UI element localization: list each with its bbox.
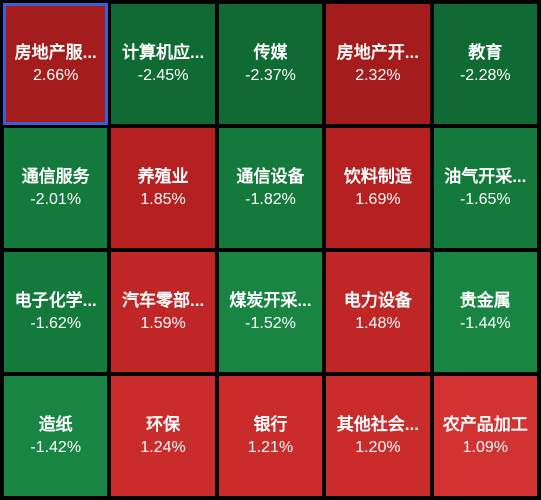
- cell-value: 2.32%: [355, 66, 400, 85]
- cell-label: 教育: [468, 42, 502, 64]
- heatmap-cell[interactable]: 汽车零部... 1.59%: [111, 252, 214, 372]
- cell-label: 房地产服...: [15, 42, 97, 64]
- cell-value: 1.24%: [140, 438, 185, 457]
- cell-label: 饮料制造: [344, 166, 412, 188]
- cell-value: 1.09%: [463, 438, 508, 457]
- heatmap-cell[interactable]: 煤炭开采... -1.52%: [219, 252, 322, 372]
- cell-label: 电子化学...: [15, 290, 97, 312]
- cell-label: 养殖业: [138, 166, 189, 188]
- cell-label: 其他社会...: [337, 414, 419, 436]
- cell-value: -1.44%: [460, 314, 511, 333]
- cell-label: 通信设备: [236, 166, 304, 188]
- cell-label: 通信服务: [22, 166, 90, 188]
- cell-value: 1.20%: [355, 438, 400, 457]
- heatmap-cell[interactable]: 通信服务 -2.01%: [4, 128, 107, 248]
- cell-label: 环保: [146, 414, 180, 436]
- cell-label: 贵金属: [460, 290, 511, 312]
- heatmap-cell[interactable]: 其他社会... 1.20%: [326, 376, 429, 496]
- cell-label: 农产品加工: [443, 414, 528, 436]
- cell-label: 计算机应...: [122, 42, 204, 64]
- cell-label: 房地产开...: [337, 42, 419, 64]
- cell-value: -1.62%: [30, 314, 81, 333]
- cell-value: 1.69%: [355, 190, 400, 209]
- cell-label: 银行: [253, 414, 287, 436]
- cell-value: -2.45%: [138, 66, 189, 85]
- heatmap-cell[interactable]: 油气开采... -1.65%: [434, 128, 537, 248]
- heatmap-cell[interactable]: 电力设备 1.48%: [326, 252, 429, 372]
- heatmap-cell[interactable]: 房地产服... 2.66%: [4, 4, 107, 124]
- heatmap-cell[interactable]: 饮料制造 1.69%: [326, 128, 429, 248]
- cell-label: 煤炭开采...: [229, 290, 311, 312]
- cell-value: -2.28%: [460, 66, 511, 85]
- cell-value: 1.59%: [140, 314, 185, 333]
- cell-value: -2.37%: [245, 66, 296, 85]
- cell-value: 2.66%: [33, 66, 78, 85]
- cell-value: -1.52%: [245, 314, 296, 333]
- cell-label: 汽车零部...: [122, 290, 204, 312]
- sector-heatmap: 房地产服... 2.66% 计算机应... -2.45% 传媒 -2.37% 房地产开...…: [0, 0, 541, 500]
- cell-value: -1.65%: [460, 190, 511, 209]
- heatmap-cell[interactable]: 传媒 -2.37%: [219, 4, 322, 124]
- cell-label: 电力设备: [344, 290, 412, 312]
- cell-value: 1.85%: [140, 190, 185, 209]
- cell-value: 1.48%: [355, 314, 400, 333]
- cell-label: 传媒: [253, 42, 287, 64]
- heatmap-cell[interactable]: 房地产开... 2.32%: [326, 4, 429, 124]
- cell-value: -1.82%: [245, 190, 296, 209]
- cell-value: -2.01%: [30, 190, 81, 209]
- heatmap-cell[interactable]: 电子化学... -1.62%: [4, 252, 107, 372]
- cell-value: 1.21%: [248, 438, 293, 457]
- heatmap-cell[interactable]: 农产品加工 1.09%: [434, 376, 537, 496]
- heatmap-cell[interactable]: 教育 -2.28%: [434, 4, 537, 124]
- cell-label: 造纸: [39, 414, 73, 436]
- heatmap-cell[interactable]: 银行 1.21%: [219, 376, 322, 496]
- heatmap-cell[interactable]: 通信设备 -1.82%: [219, 128, 322, 248]
- heatmap-cell[interactable]: 计算机应... -2.45%: [111, 4, 214, 124]
- cell-label: 油气开采...: [444, 166, 526, 188]
- heatmap-cell[interactable]: 环保 1.24%: [111, 376, 214, 496]
- cell-value: -1.42%: [30, 438, 81, 457]
- heatmap-cell[interactable]: 造纸 -1.42%: [4, 376, 107, 496]
- heatmap-cell[interactable]: 养殖业 1.85%: [111, 128, 214, 248]
- heatmap-cell[interactable]: 贵金属 -1.44%: [434, 252, 537, 372]
